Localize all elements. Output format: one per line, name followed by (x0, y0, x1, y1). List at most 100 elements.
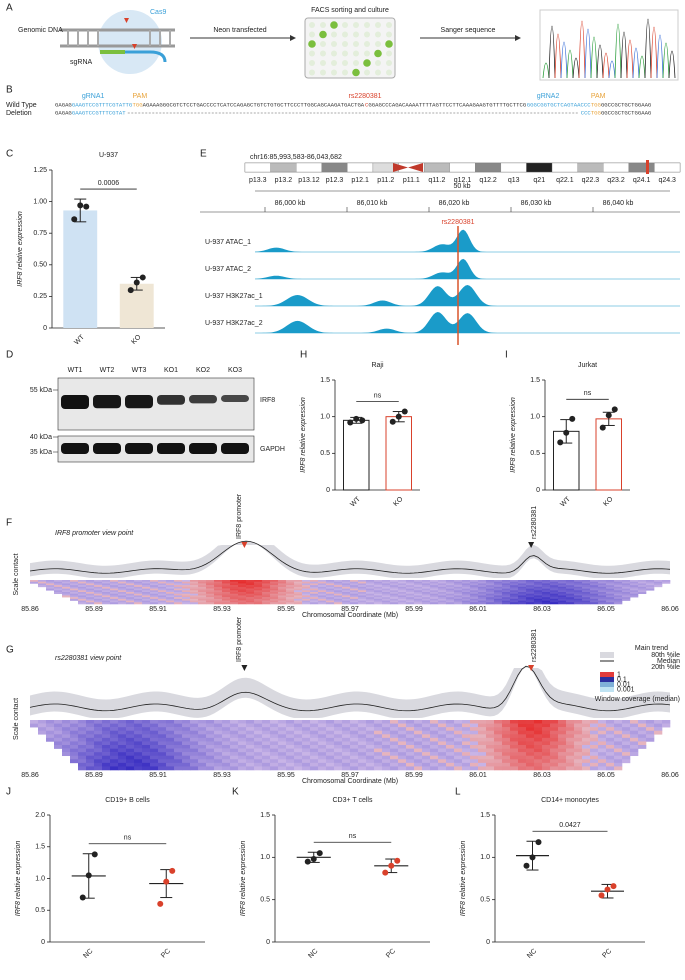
heat-cell (558, 745, 567, 749)
heat-cell (174, 762, 183, 767)
heat-cell (206, 583, 215, 586)
heat-cell (294, 741, 303, 746)
label: WT (73, 333, 86, 346)
heat-cell (414, 595, 423, 598)
heat-cell (158, 730, 167, 735)
heat-cell (438, 730, 447, 735)
heat-cell (582, 727, 591, 732)
heat-cell (182, 759, 191, 764)
heat-cell (206, 766, 215, 771)
heat-cell (494, 759, 503, 764)
heat-cell (622, 748, 631, 753)
heat-cell (262, 755, 271, 760)
heat-cell (638, 585, 647, 588)
heat-cell (542, 766, 551, 771)
heat-cell (382, 766, 391, 771)
heat-cell (246, 730, 255, 735)
label: U-937 H3K27ac_1 (205, 293, 263, 300)
heat-cell (230, 745, 239, 749)
heat-cell (310, 734, 319, 739)
heat-cell (550, 583, 559, 586)
heat-cell (430, 752, 439, 757)
heat-cell (222, 586, 231, 589)
heat-cell (110, 581, 119, 584)
heat-cell (574, 720, 583, 724)
heat-cell (526, 723, 535, 728)
heat-cell (166, 597, 175, 600)
heat-cell (198, 600, 207, 603)
heat-cell (118, 597, 127, 600)
heat-cell (238, 752, 247, 757)
heat-cell (494, 593, 503, 596)
heat-cell (158, 759, 167, 764)
cytoband (551, 162, 578, 173)
heat-cell (422, 762, 431, 767)
heat-cell (398, 762, 407, 767)
heat-cell (478, 602, 487, 605)
heat-cell (550, 592, 559, 595)
trace (620, 31, 628, 79)
heat-cell (510, 602, 519, 605)
heat-cell (134, 585, 143, 588)
heat-cell (326, 748, 335, 753)
heat-cell (454, 734, 463, 739)
label: 85.91 (149, 606, 167, 613)
heat-cell (94, 598, 103, 601)
heat-cell (278, 727, 287, 732)
heat-cell (534, 595, 543, 598)
point (529, 854, 536, 861)
label: WT2 (100, 367, 115, 374)
heat-cell (70, 595, 79, 598)
heat-cell (358, 720, 367, 724)
sequence: GGAGCCCAGACAAAATTTTAGTTCCTTCAAAGAAGTGTTT… (368, 101, 526, 108)
heat-cell (534, 600, 543, 603)
heat-cell (182, 600, 191, 603)
heat-cell (574, 755, 583, 760)
heat-cell (478, 598, 487, 601)
heat-cell (470, 586, 479, 589)
well (319, 30, 327, 39)
cytoband (347, 162, 374, 173)
heat-cell (102, 592, 111, 595)
heat-cell (630, 752, 639, 757)
heat-cell (526, 583, 535, 586)
heat-cell (262, 723, 271, 728)
label: p13.12 (298, 177, 320, 184)
label: rs2280381 view point (55, 655, 122, 662)
heat-cell (550, 734, 559, 739)
heat-cell (158, 600, 167, 603)
heat-cell (102, 762, 111, 767)
well (386, 31, 392, 38)
heat-cell (638, 720, 647, 724)
heat-cell (278, 597, 287, 600)
heat-cell (318, 592, 327, 595)
heat-cell (630, 748, 639, 753)
signal-track (255, 285, 680, 306)
label: 0.1 (617, 676, 627, 683)
heat-cell (374, 598, 383, 601)
heat-cell (46, 580, 55, 583)
heat-cell (182, 588, 191, 591)
heat-cell (558, 593, 567, 596)
heat-cell (382, 600, 391, 603)
heat-cell (294, 586, 303, 589)
heat-cell (30, 581, 39, 584)
heat-cell (254, 766, 263, 771)
heat-cell (510, 748, 519, 753)
point (395, 413, 402, 420)
heat-cell (382, 748, 391, 753)
heat-cell (366, 595, 375, 598)
heat-cell (614, 585, 623, 588)
heat-cell (110, 586, 119, 589)
heat-cell (342, 741, 351, 746)
cytoband (500, 162, 527, 173)
heat-cell (246, 762, 255, 767)
heat-cell (230, 766, 239, 771)
heat-cell (542, 745, 551, 749)
heat-cell (222, 752, 231, 757)
heat-cell (382, 598, 391, 601)
trace (650, 26, 658, 79)
heat-cell (566, 734, 575, 739)
heat-cell (518, 737, 527, 742)
heat-cell (78, 597, 87, 600)
